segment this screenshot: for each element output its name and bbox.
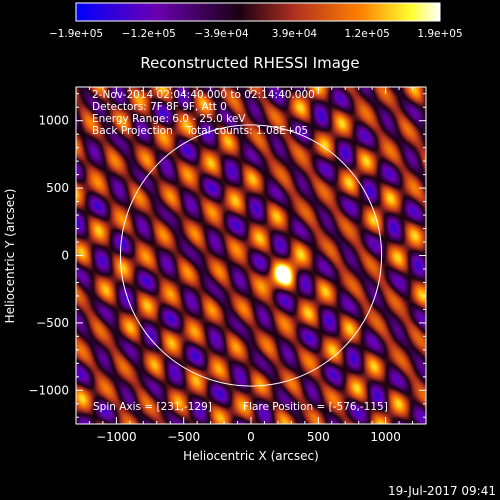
annotation-method-counts: Back Projection Total counts: 1.08E+05 — [92, 125, 308, 137]
footer-timestamp: 19-Jul-2017 09:41 — [388, 484, 496, 498]
colorbar-tick-label: −3.9e+04 — [195, 28, 249, 40]
x-tick-label: 0 — [247, 430, 255, 444]
flare-position-label: Flare Position = [-576,-115] — [243, 401, 388, 413]
x-tick-label: −1000 — [96, 430, 137, 444]
colorbar-tick-label: −1.2e+05 — [122, 28, 176, 40]
annotation-detectors: Detectors: 7F 8F 9F, Att 0 — [92, 101, 227, 113]
y-tick-label: 1000 — [38, 114, 69, 128]
colorbar-tick-label: −1.9e+05 — [49, 28, 103, 40]
x-tick-label: 500 — [307, 430, 330, 444]
x-tick-label: 1000 — [370, 430, 401, 444]
y-tick-label: 500 — [46, 181, 69, 195]
x-axis-label: Heliocentric X (arcsec) — [183, 449, 319, 463]
y-axis-label: Heliocentric Y (arcsec) — [3, 189, 17, 324]
colorbar-tick-label: 1.2e+05 — [345, 28, 390, 40]
annotation-energy-range: Energy Range: 6.0 - 25.0 keV — [92, 113, 246, 125]
y-tick-label: −1000 — [28, 383, 69, 397]
solar-limb-circle — [119, 124, 383, 387]
colorbar-tick-label: 1.9e+05 — [417, 28, 462, 40]
colorbar-tick-label: 3.9e+04 — [272, 28, 318, 40]
chart-title: Reconstructed RHESSI Image — [140, 54, 359, 72]
spin-axis-label: Spin Axis = [231,-129] — [93, 401, 212, 413]
colorbar — [75, 2, 441, 22]
y-tick-label: 0 — [61, 249, 69, 263]
heatmap-image — [76, 87, 426, 424]
annotation-time-range: 2-Nov-2014 02:04:40.000 to 02:14:40.000 — [92, 89, 315, 101]
x-tick-label: −500 — [167, 430, 200, 444]
y-tick-label: −500 — [36, 316, 69, 330]
spin-axis-marker — [276, 266, 289, 279]
